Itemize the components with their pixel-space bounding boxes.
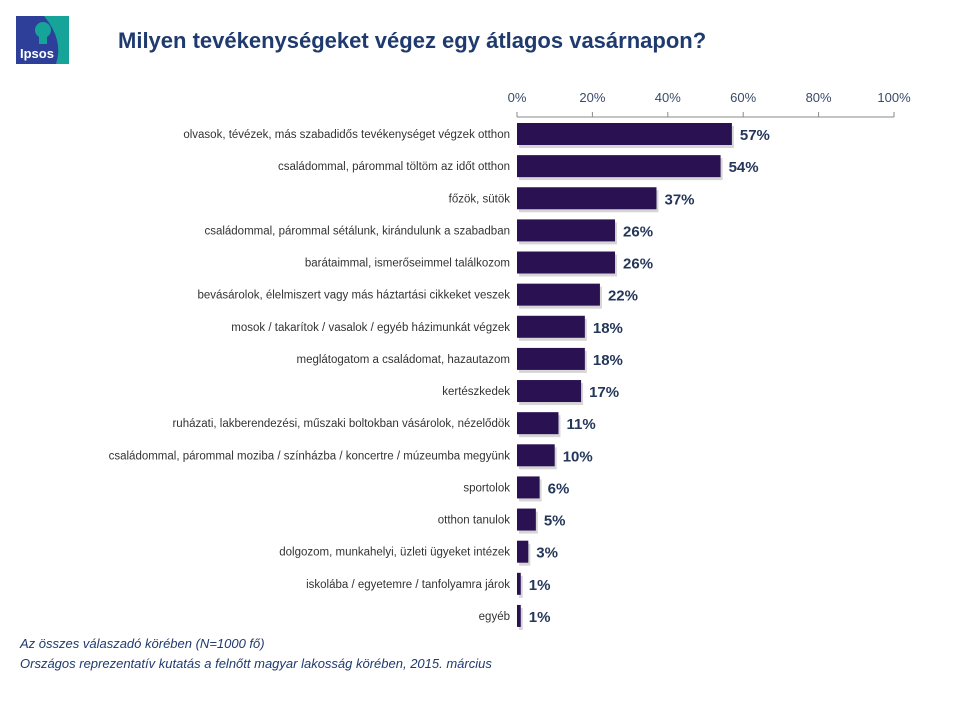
x-tick-label: 100%: [877, 90, 911, 105]
bar: [517, 508, 536, 531]
value-label: 17%: [589, 384, 619, 401]
x-tick-label: 0%: [508, 90, 527, 105]
bar: [517, 444, 555, 467]
bar: [517, 123, 732, 145]
category-label: meglátogatom a családomat, hazautazom: [296, 354, 510, 366]
value-label: 6%: [548, 480, 570, 497]
bar: [517, 347, 585, 370]
bar: [517, 219, 616, 242]
value-label: 18%: [593, 352, 623, 369]
category-label: kertészkedek: [442, 386, 510, 398]
category-label: ruházati, lakberendezési, műszaki boltok…: [172, 418, 510, 430]
category-label: mosok / takarítok / vasalok / egyéb házi…: [231, 322, 510, 334]
footnote-survey: Országos reprezentatív kutatás a felnőtt…: [20, 656, 492, 671]
bar-shadow: [519, 575, 523, 598]
category-label: családommal, párommal sétálunk, kirándul…: [204, 225, 510, 237]
value-label: 1%: [529, 577, 551, 594]
svg-text:Ipsos: Ipsos: [20, 46, 54, 61]
category-label: dolgozom, munkahelyi, üzleti ügyeket int…: [279, 547, 510, 559]
category-label: bevásárolok, élelmiszert vagy más háztar…: [197, 290, 510, 302]
category-label: családommal, párommal moziba / színházba…: [109, 450, 511, 462]
ipsos-logo: Ipsos: [16, 16, 69, 64]
category-label: olvasok, tévézek, más szabadidős tevéken…: [183, 129, 510, 141]
bar: [517, 283, 600, 306]
value-label: 1%: [529, 609, 551, 626]
bar: [517, 604, 521, 627]
category-label: családommal, párommal töltöm az időt ott…: [278, 161, 510, 173]
value-label: 18%: [593, 320, 623, 337]
value-label: 26%: [623, 256, 653, 273]
value-label: 37%: [664, 191, 694, 208]
x-tick-label: 40%: [655, 90, 681, 105]
category-label: iskolába / egyetemre / tanfolyamra járok: [306, 579, 510, 591]
footnote-sample: Az összes válaszadó körében (N=1000 fő): [20, 636, 265, 651]
bar: [517, 380, 582, 403]
bar: [517, 572, 521, 595]
bar: [517, 187, 657, 210]
value-label: 11%: [566, 416, 595, 433]
value-label: 54%: [729, 159, 759, 176]
value-label: 3%: [536, 545, 558, 562]
bar: [517, 476, 540, 499]
value-label: 26%: [623, 223, 653, 240]
value-label: 10%: [563, 448, 593, 465]
x-tick-label: 80%: [806, 90, 832, 105]
bar-shadow: [519, 607, 523, 630]
bar: [517, 251, 616, 274]
category-label: barátaimmal, ismerőseimmel találkozom: [305, 258, 510, 270]
x-tick-label: 60%: [730, 90, 756, 105]
category-label: főzök, sütök: [449, 193, 511, 205]
category-label: sportolok: [463, 482, 510, 494]
bar: [517, 540, 529, 563]
bar: [517, 155, 721, 178]
category-label: egyéb: [479, 611, 510, 623]
bar: [517, 315, 585, 338]
value-label: 57%: [740, 127, 770, 144]
x-tick-label: 20%: [579, 90, 605, 105]
category-label: otthon tanulok: [438, 515, 511, 527]
value-label: 22%: [608, 288, 638, 305]
bar: [517, 412, 559, 435]
chart-title: Milyen tevékenységeket végez egy átlagos…: [118, 28, 707, 53]
value-label: 5%: [544, 513, 566, 530]
